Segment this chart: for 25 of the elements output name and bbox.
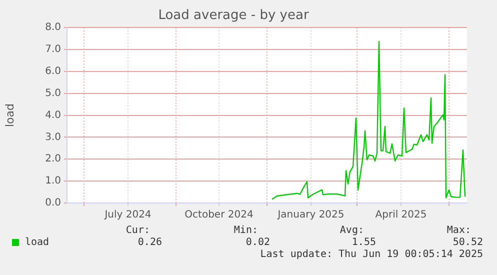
y-tick-label: 2.0 xyxy=(45,154,61,165)
y-tick-label: 1.0 xyxy=(45,176,61,187)
y-tick-label: 7.0 xyxy=(45,44,61,56)
text: Last update: Thu Jun 19 00:05:14 2025 xyxy=(259,249,483,260)
text: Avg: xyxy=(338,225,364,236)
legend-label: load xyxy=(25,237,50,248)
x-tick-label: October 2024 xyxy=(184,210,254,221)
y-tick-label: 6.0 xyxy=(45,66,61,78)
y-tick-label: 8.0 xyxy=(45,22,61,34)
x-tick-label: April 2025 xyxy=(375,210,427,221)
y-tick-label: 4.0 xyxy=(45,110,61,121)
y-tick-label: 0.0 xyxy=(45,198,61,209)
text: Cur: xyxy=(124,225,150,236)
text: Min: xyxy=(232,225,258,236)
text: 1.55 xyxy=(350,237,376,248)
chart-title: Load average - by year xyxy=(158,8,310,24)
x-tick-label: July 2024 xyxy=(104,210,152,221)
text: Max: xyxy=(446,225,471,236)
x-tick-label: January 2025 xyxy=(276,210,344,221)
y-axis-title: load xyxy=(3,104,16,128)
y-tick-label: 3.0 xyxy=(45,132,61,143)
y-tick-label: 5.0 xyxy=(45,88,61,99)
text: 50.52 xyxy=(452,237,483,248)
text: 0.26 xyxy=(136,237,162,248)
text: 0.02 xyxy=(244,237,270,248)
